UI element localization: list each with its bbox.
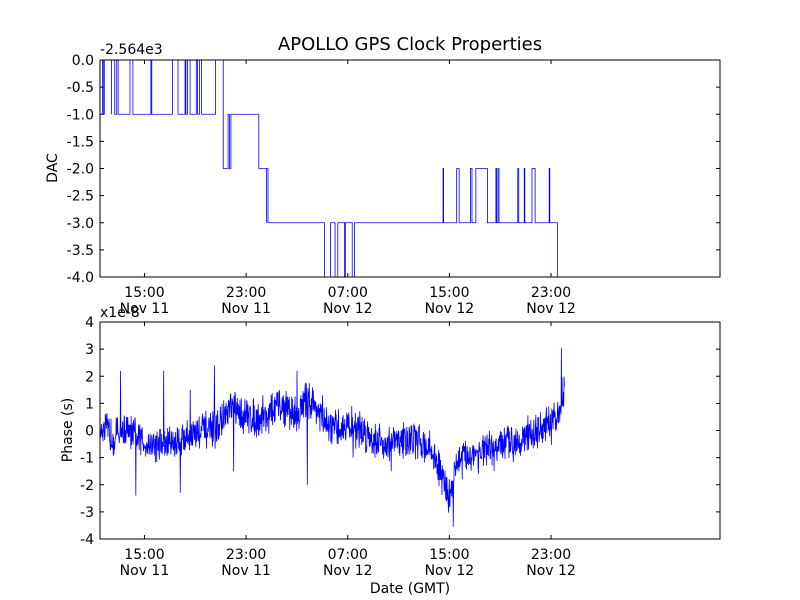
phase-axes-frame: [99, 321, 721, 540]
dac-x-tick-label: 15:00: [124, 285, 164, 301]
phase-y-tick-label: 3: [85, 342, 94, 358]
phase-y-tick-label: -1: [80, 451, 94, 467]
phase-x-tick-date: Nov 12: [425, 563, 475, 579]
dac-x-tick-date: Nov 12: [323, 301, 373, 317]
phase-y-tick: 3: [85, 342, 720, 358]
phase-y-tick: -3: [80, 505, 720, 521]
dac-y-tick-label: -4.0: [67, 270, 94, 286]
phase-y-tick: -2: [80, 478, 720, 494]
dac-x-tick-label: 23:00: [226, 285, 266, 301]
dac-y-tick-label: -3.0: [67, 216, 94, 232]
phase-x-tick-label: 07:00: [328, 547, 368, 563]
phase-y-tick: -1: [80, 451, 720, 467]
phase-y-tick-label: 4: [85, 315, 94, 331]
phase-y-tick-label: 2: [85, 369, 94, 385]
dac-series-line: [100, 60, 720, 277]
phase-y-tick: 1: [85, 396, 720, 412]
phase-y-tick-label: 1: [85, 396, 94, 412]
dac-y-tick: -1.5: [67, 134, 720, 150]
phase-x-tick-label: 15:00: [429, 547, 469, 563]
phase-offset-label: x1e-8: [100, 305, 140, 321]
dac-y-tick-label: -0.5: [67, 80, 94, 96]
dac-offset-label: -2.564e3: [100, 42, 163, 58]
dac-x-tick-label: 23:00: [531, 285, 571, 301]
dac-chart: APOLLO GPS Clock Properties -2.564e3 DAC…: [45, 34, 721, 317]
phase-y-axis-label: Phase (s): [60, 398, 76, 462]
phase-x-tick-label: 23:00: [531, 547, 571, 563]
phase-y-tick-label: -4: [80, 532, 94, 548]
phase-x-tick-date: Nov 11: [221, 563, 271, 579]
phase-x-tick-date: Nov 11: [120, 563, 170, 579]
phase-x-tick-date: Nov 12: [526, 563, 576, 579]
phase-x-tick-label: 23:00: [226, 547, 266, 563]
dac-y-tick-label: -2.5: [67, 189, 94, 205]
dac-y-tick: -3.5: [67, 243, 720, 259]
dac-y-tick: -3.0: [67, 216, 720, 232]
dac-y-tick-label: 0.0: [72, 53, 94, 69]
dac-y-tick-label: -1.0: [67, 107, 94, 123]
phase-x-tick-date: Nov 12: [323, 563, 373, 579]
phase-x-axis-label: Date (GMT): [370, 581, 450, 597]
dac-x-tick-label: 15:00: [429, 285, 469, 301]
dac-x-tick-date: Nov 12: [526, 301, 576, 317]
phase-y-tick-label: -2: [80, 478, 94, 494]
dac-y-tick: -2.0: [67, 162, 720, 178]
chart-title: APOLLO GPS Clock Properties: [278, 34, 542, 55]
phase-x-tick-label: 15:00: [124, 547, 164, 563]
dac-x-tick-date: Nov 11: [221, 301, 271, 317]
dac-y-tick: -2.5: [67, 189, 720, 205]
phase-y-tick-label: 0: [85, 424, 94, 440]
phase-series-line: [100, 347, 565, 527]
phase-y-tick-label: -3: [80, 505, 94, 521]
dac-y-tick: -0.5: [67, 80, 720, 96]
dac-axes-frame: [99, 59, 721, 278]
phase-y-tick: 2: [85, 369, 720, 385]
dac-x-tick-label: 07:00: [328, 285, 368, 301]
dac-y-tick-label: -1.5: [67, 134, 94, 150]
dac-x-tick-date: Nov 11: [120, 301, 170, 317]
dac-y-tick-label: -3.5: [67, 243, 94, 259]
dac-x-tick-date: Nov 12: [425, 301, 475, 317]
dac-y-tick-label: -2.0: [67, 162, 94, 178]
dac-y-axis-label: DAC: [45, 153, 61, 183]
